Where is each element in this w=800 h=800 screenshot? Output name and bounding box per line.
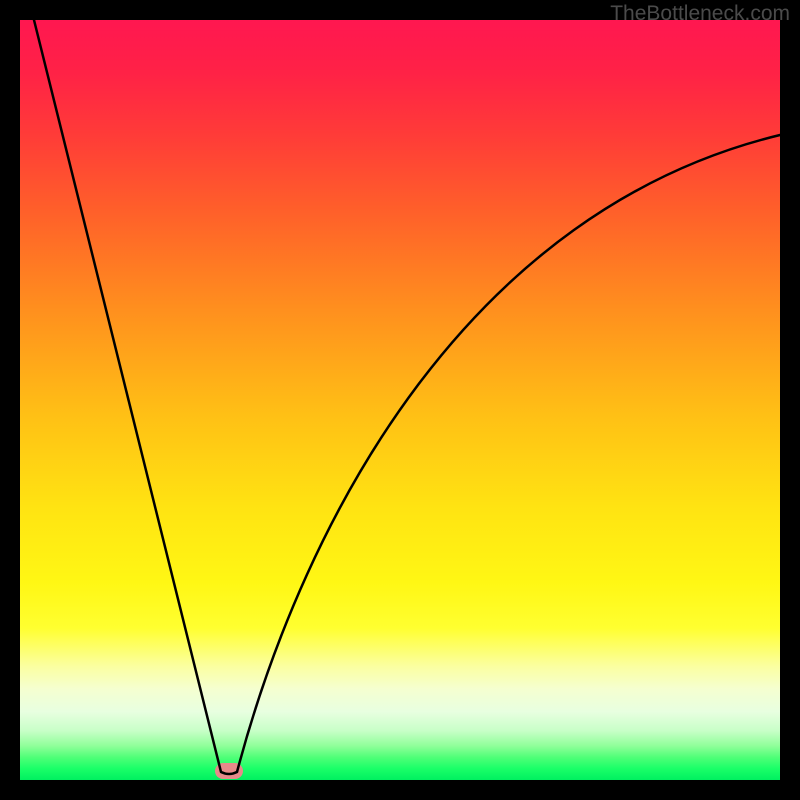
watermark-text: TheBottleneck.com (610, 2, 790, 26)
chart-border (0, 0, 800, 800)
bottleneck-chart: TheBottleneck.com (0, 0, 800, 800)
